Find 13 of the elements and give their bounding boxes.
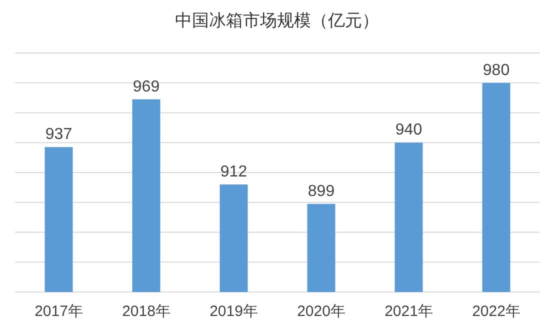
x-tick-label: 2020年 [297, 303, 346, 320]
title: 中国冰箱市场规模（亿元） [175, 11, 379, 30]
data-label: 940 [395, 122, 422, 139]
x-tick-label: 2018年 [122, 303, 170, 320]
data-label: 912 [220, 163, 248, 180]
data-label: 980 [482, 62, 510, 79]
data-label: 899 [308, 182, 335, 200]
x-tick-label: 2017年 [34, 303, 83, 320]
x-tick-label: 2019年 [210, 303, 258, 320]
x-tick-label: 2022年 [472, 303, 520, 320]
x-tick-label: 2021年 [384, 303, 433, 320]
data-label: 937 [45, 126, 72, 144]
data-label: 969 [132, 78, 160, 96]
